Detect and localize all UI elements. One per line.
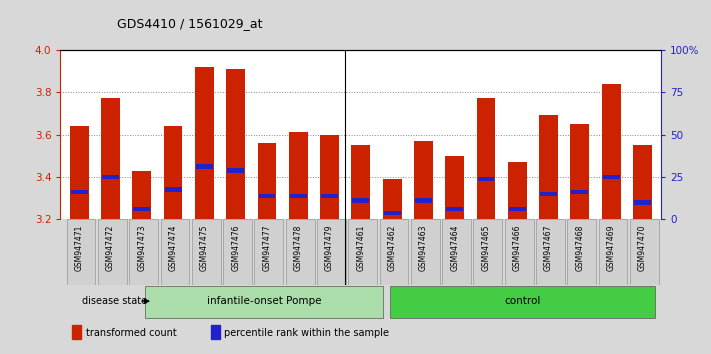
Bar [290, 194, 306, 199]
Bar [226, 69, 245, 219]
Bar [351, 145, 370, 219]
Bar [98, 219, 127, 285]
Bar [630, 219, 658, 285]
Bar [228, 168, 244, 173]
Bar [567, 219, 596, 285]
Bar [165, 187, 181, 192]
Text: GSM947475: GSM947475 [200, 225, 209, 271]
Bar [634, 200, 651, 205]
Text: GSM947463: GSM947463 [419, 225, 428, 271]
Bar [508, 162, 527, 219]
Bar [442, 219, 471, 285]
Bar [192, 219, 220, 285]
Bar [602, 84, 621, 219]
Bar [415, 198, 432, 203]
Bar [383, 179, 402, 219]
Text: percentile rank within the sample: percentile rank within the sample [224, 328, 389, 338]
Bar [320, 135, 339, 219]
Text: transformed count: transformed count [85, 328, 176, 338]
Bar [474, 219, 502, 285]
Text: GSM947468: GSM947468 [575, 225, 584, 271]
Bar [289, 132, 308, 219]
Bar [196, 164, 213, 169]
Bar [505, 219, 533, 285]
Text: GSM947464: GSM947464 [450, 225, 459, 271]
Bar [71, 189, 87, 194]
Bar [129, 219, 158, 285]
Bar [317, 219, 346, 285]
Bar [101, 98, 120, 219]
Bar [414, 141, 433, 219]
Text: GSM947477: GSM947477 [262, 225, 272, 271]
Text: GSM947471: GSM947471 [75, 225, 84, 271]
Bar [603, 175, 619, 179]
Bar [210, 325, 220, 339]
Bar [476, 98, 496, 219]
Bar [257, 143, 277, 219]
Bar [259, 194, 275, 199]
Text: GSM947476: GSM947476 [231, 225, 240, 271]
Bar [255, 219, 283, 285]
Bar [195, 67, 214, 219]
Bar [73, 325, 82, 339]
Bar [539, 115, 558, 219]
Text: GSM947470: GSM947470 [638, 225, 647, 271]
Bar [321, 194, 338, 199]
Bar [67, 219, 95, 285]
Text: GSM947478: GSM947478 [294, 225, 303, 271]
Text: infantile-onset Pompe: infantile-onset Pompe [207, 296, 321, 306]
Bar [161, 219, 189, 285]
Text: GSM947465: GSM947465 [481, 225, 491, 271]
Text: GDS4410 / 1561029_at: GDS4410 / 1561029_at [117, 17, 263, 30]
Text: GSM947474: GSM947474 [169, 225, 178, 271]
Bar [509, 206, 525, 211]
Bar [223, 219, 252, 285]
Bar [164, 126, 183, 219]
Text: GSM947466: GSM947466 [513, 225, 522, 271]
Bar [145, 286, 383, 318]
Bar [411, 219, 439, 285]
Bar [132, 171, 151, 219]
Text: GSM947469: GSM947469 [606, 225, 616, 271]
Bar [286, 219, 314, 285]
Bar [348, 219, 377, 285]
Text: GSM947479: GSM947479 [325, 225, 334, 271]
Bar [570, 124, 589, 219]
Bar [599, 219, 627, 285]
Text: GSM947473: GSM947473 [137, 225, 146, 271]
Text: GSM947467: GSM947467 [544, 225, 553, 271]
Bar [536, 219, 565, 285]
Bar [102, 175, 119, 179]
Bar [134, 206, 150, 211]
Bar [390, 286, 656, 318]
Bar [384, 211, 400, 216]
Text: GSM947461: GSM947461 [356, 225, 365, 271]
Bar [70, 126, 89, 219]
Bar [478, 177, 494, 182]
Bar [353, 198, 369, 203]
Bar [380, 219, 408, 285]
Text: disease state: disease state [82, 296, 147, 306]
Bar [633, 145, 652, 219]
Bar [445, 156, 464, 219]
Bar [540, 192, 557, 196]
Text: GSM947472: GSM947472 [106, 225, 115, 271]
Text: control: control [504, 296, 541, 306]
Bar [447, 206, 463, 211]
Text: GSM947462: GSM947462 [387, 225, 397, 271]
Bar [572, 189, 588, 194]
